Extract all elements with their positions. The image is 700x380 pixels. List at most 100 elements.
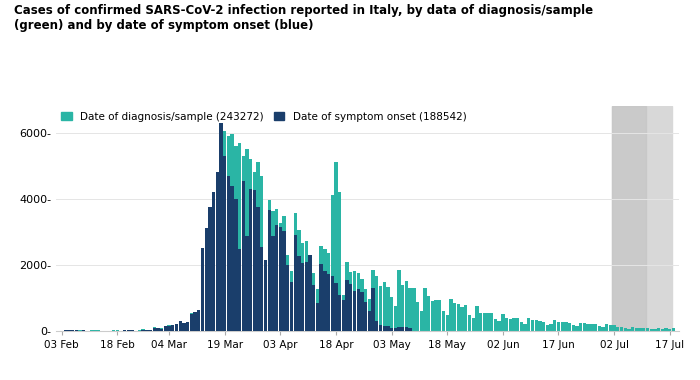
Bar [419, 310, 423, 331]
Bar [612, 106, 645, 331]
Bar [290, 282, 293, 331]
Bar [609, 325, 612, 331]
Bar [594, 324, 597, 331]
Bar [494, 319, 497, 331]
Bar [624, 328, 627, 331]
Bar [356, 273, 360, 331]
Bar [535, 320, 538, 331]
Bar [498, 321, 500, 331]
Bar [316, 303, 319, 331]
Bar [664, 328, 668, 331]
Bar [438, 300, 442, 331]
Bar [304, 263, 308, 331]
Bar [672, 328, 675, 331]
Bar [201, 309, 204, 331]
Bar [253, 173, 256, 331]
Bar [360, 279, 363, 331]
Bar [364, 289, 368, 331]
Bar [190, 314, 193, 331]
Bar [186, 322, 189, 331]
Bar [472, 318, 475, 331]
Bar [338, 192, 342, 331]
Bar [312, 273, 316, 331]
Bar [379, 325, 382, 331]
Bar [479, 313, 482, 331]
Bar [342, 300, 345, 331]
Bar [587, 324, 590, 331]
Bar [149, 330, 152, 331]
Bar [461, 307, 463, 331]
Bar [234, 199, 237, 331]
Bar [568, 323, 571, 331]
Bar [464, 305, 468, 331]
Bar [309, 255, 312, 331]
Bar [78, 330, 82, 331]
Bar [449, 299, 453, 331]
Bar [293, 213, 297, 331]
Bar [272, 236, 274, 331]
Legend: Date of diagnosis/sample (243272), Date of symptom onset (188542): Date of diagnosis/sample (243272), Date … [61, 112, 466, 122]
Bar [527, 318, 531, 331]
Bar [475, 306, 479, 331]
Bar [234, 146, 237, 331]
Bar [375, 276, 379, 331]
Bar [561, 322, 564, 331]
Bar [319, 246, 323, 331]
Bar [260, 176, 263, 331]
Bar [501, 314, 505, 331]
Bar [335, 163, 337, 331]
Bar [171, 325, 174, 331]
Bar [212, 192, 216, 331]
Bar [256, 207, 260, 331]
Bar [598, 326, 601, 331]
Bar [127, 330, 130, 331]
Bar [323, 271, 326, 331]
Bar [519, 322, 523, 331]
Bar [657, 328, 660, 331]
Bar [93, 330, 97, 331]
Bar [335, 283, 337, 331]
Bar [186, 324, 189, 331]
Bar [301, 243, 304, 331]
Bar [393, 328, 397, 331]
Bar [505, 318, 508, 331]
Bar [309, 256, 312, 331]
Bar [601, 327, 605, 331]
Bar [512, 318, 516, 331]
Bar [264, 260, 267, 331]
Bar [286, 266, 289, 331]
Bar [642, 328, 645, 331]
Bar [546, 325, 549, 331]
Bar [171, 325, 174, 331]
Bar [208, 313, 211, 331]
Bar [298, 230, 300, 331]
Bar [616, 327, 620, 331]
Bar [160, 329, 163, 331]
Bar [160, 328, 163, 331]
Bar [531, 320, 534, 331]
Bar [279, 227, 282, 331]
Bar [167, 325, 171, 331]
Bar [538, 321, 542, 331]
Bar [564, 322, 568, 331]
Bar [264, 306, 267, 331]
Bar [201, 248, 204, 331]
Bar [319, 264, 323, 331]
Bar [368, 310, 371, 331]
Bar [575, 326, 579, 331]
Bar [409, 288, 412, 331]
Bar [382, 282, 386, 331]
Bar [620, 327, 623, 331]
Bar [612, 106, 671, 331]
Bar [453, 303, 456, 331]
Bar [298, 256, 300, 331]
Bar [650, 329, 653, 331]
Bar [627, 329, 631, 331]
Bar [424, 288, 426, 331]
Bar [245, 149, 248, 331]
Bar [409, 328, 412, 331]
Bar [182, 324, 186, 331]
Bar [197, 310, 200, 331]
Bar [342, 295, 345, 331]
Bar [227, 136, 230, 331]
